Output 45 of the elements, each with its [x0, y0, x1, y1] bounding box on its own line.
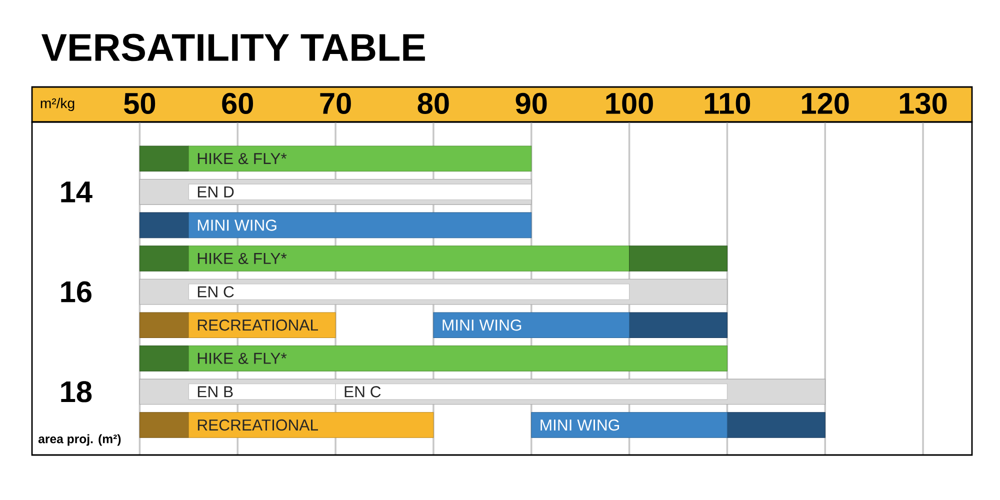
bar: [629, 246, 728, 272]
bar: [188, 412, 434, 438]
data-label: EN C: [198, 286, 234, 298]
bar: [188, 346, 728, 372]
chart-title: VERSATILITY TABLE: [41, 34, 425, 62]
x-tick-label: 130: [900, 92, 947, 114]
x-tick-label: 60: [222, 92, 253, 114]
bar: [188, 184, 532, 200]
bar: [188, 146, 532, 172]
x-tick-label: 80: [418, 92, 449, 114]
bar: [139, 412, 189, 438]
x-tick-label: 70: [320, 92, 351, 114]
x-tick-label: 100: [606, 92, 653, 114]
bar: [188, 284, 630, 300]
x-tick-label: 110: [704, 92, 750, 114]
data-label: EN C: [344, 386, 381, 398]
bar: [139, 212, 189, 238]
bar: [139, 312, 189, 338]
x-tick-label: 90: [516, 92, 547, 114]
bar: [188, 212, 532, 238]
bar: [629, 312, 728, 338]
x-axis-title: m²/kg: [40, 98, 74, 112]
x-tick-label: 50: [124, 92, 156, 114]
bar: [188, 246, 630, 272]
data-label: HIKE & FLY*: [198, 352, 287, 364]
x-tick-label: 120: [802, 92, 849, 114]
y-tick-label: 16: [61, 281, 92, 302]
data-label: EN D: [198, 186, 234, 198]
data-label: HIKE & FLY*: [198, 252, 287, 264]
data-label: MINI WING: [198, 220, 276, 231]
y-axis-title: area proj. (m²): [38, 434, 121, 446]
data-label: MINI WING: [442, 320, 522, 331]
data-label: EN B: [198, 386, 233, 398]
y-tick-label: 14: [61, 182, 92, 202]
data-label: HIKE & FLY*: [198, 153, 287, 164]
bar: [139, 146, 189, 172]
data-label: RECREATIONAL: [198, 320, 318, 331]
data-label: RECREATIONAL: [198, 419, 318, 431]
bar: [139, 246, 189, 272]
bar: [433, 312, 630, 338]
bar: [531, 412, 728, 438]
bar: [726, 412, 826, 438]
y-tick-label: 18: [61, 381, 92, 402]
bar: [139, 346, 189, 372]
data-label: MINI WING: [540, 419, 619, 431]
